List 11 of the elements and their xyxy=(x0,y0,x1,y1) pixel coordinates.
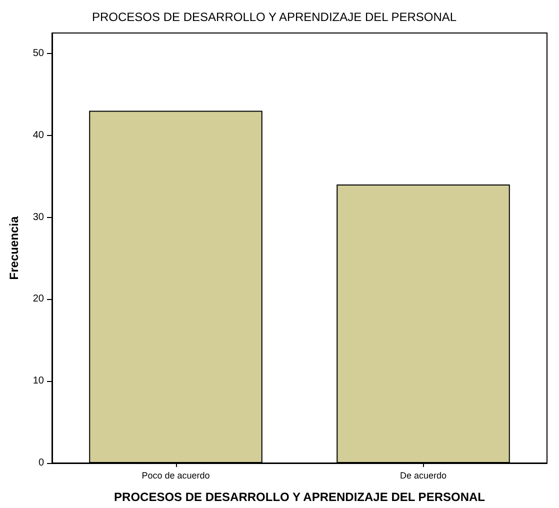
x-axis-title: PROCESOS DE DESARROLLO Y APRENDIZAJE DEL PERSONAL xyxy=(114,490,485,504)
x-tick-label: De acuerdo xyxy=(400,470,447,480)
y-tick-label: 20 xyxy=(32,294,44,305)
y-tick-label: 50 xyxy=(32,48,44,59)
x-tick-label: Poco de acuerdo xyxy=(142,470,210,480)
y-tick-label: 0 xyxy=(38,458,44,468)
y-tick-label: 30 xyxy=(32,212,44,223)
chart-title: PROCESOS DE DESARROLLO Y APRENDIZAJE DEL PERSONAL xyxy=(92,10,457,24)
y-axis-title: Frecuencia xyxy=(7,216,21,280)
y-tick-label: 40 xyxy=(32,130,44,141)
y-tick-label: 10 xyxy=(32,376,44,387)
